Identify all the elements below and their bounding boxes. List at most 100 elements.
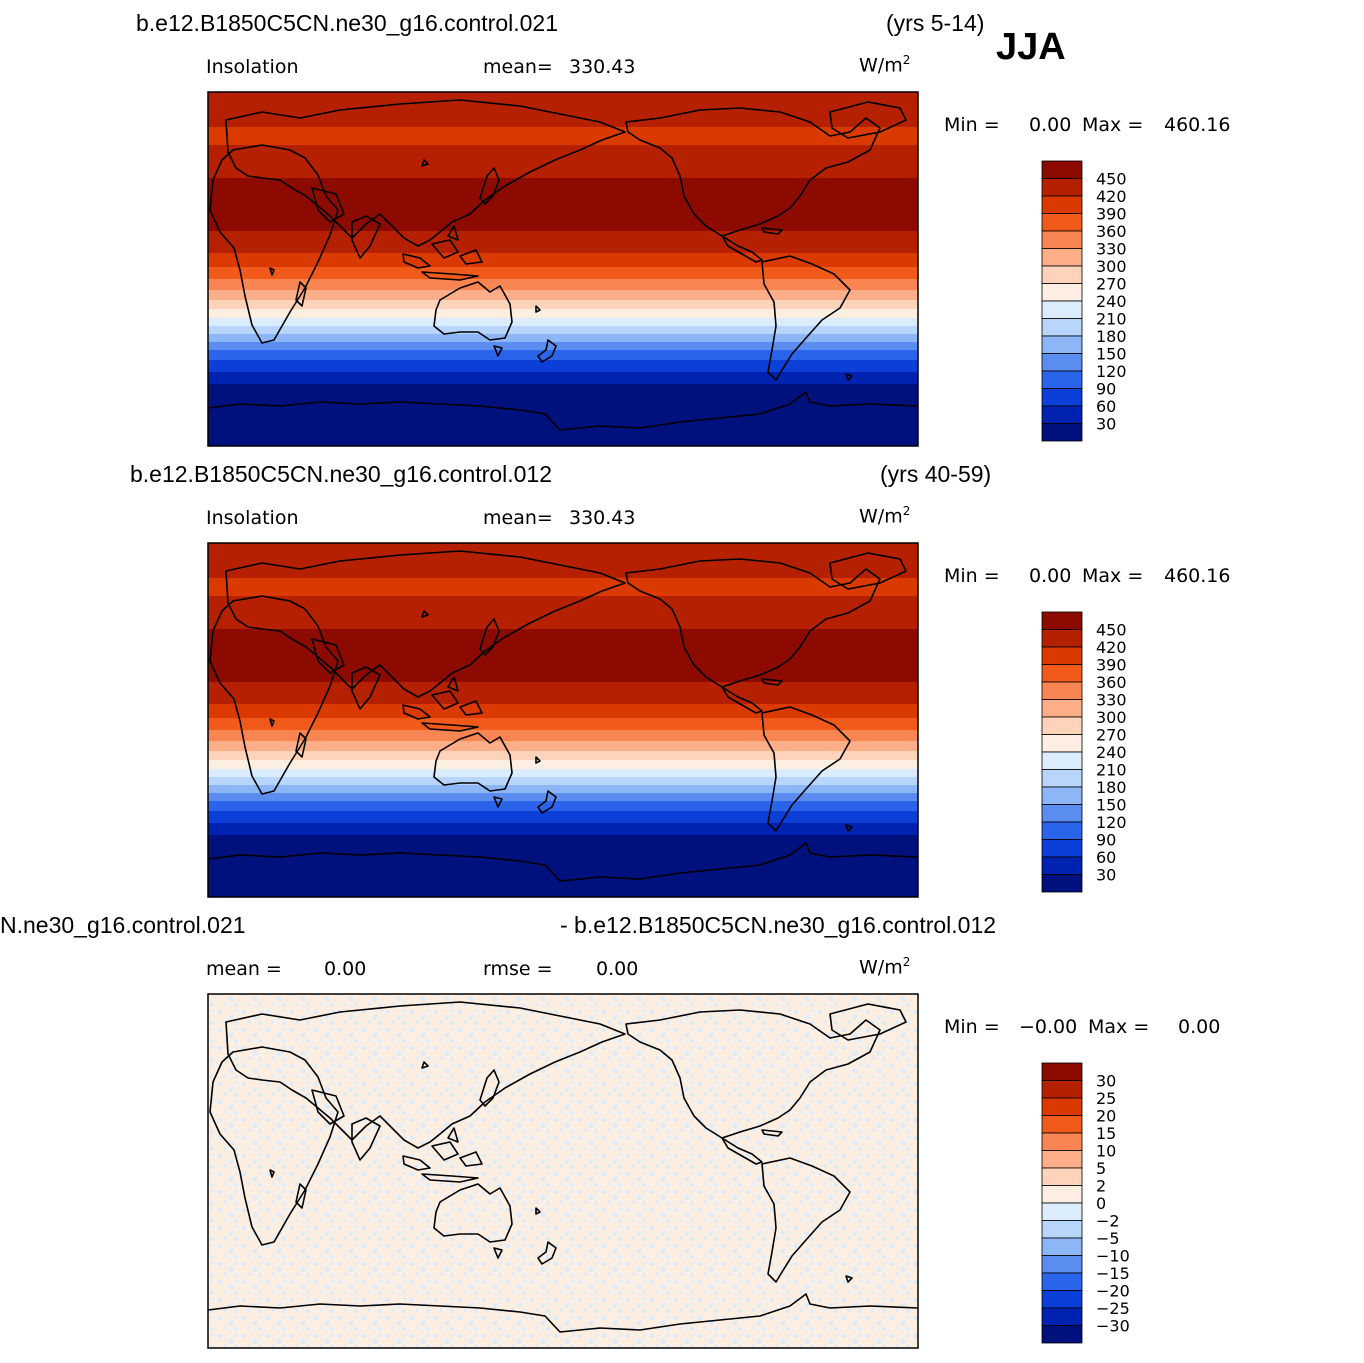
panel3-rmse-label: rmse =	[483, 958, 553, 980]
colorbar-box	[1041, 405, 1083, 424]
panel2-min-label: Min =	[944, 565, 1000, 587]
colorbar-label: −20	[1096, 1282, 1130, 1301]
colorbar-label: 90	[1096, 380, 1116, 399]
insolation-band	[208, 231, 918, 254]
colorbar-box	[1041, 318, 1083, 337]
panel3-max-value: 0.00	[1178, 1016, 1221, 1038]
colorbar-label: 270	[1096, 726, 1127, 745]
colorbar-box	[1041, 716, 1083, 735]
panel2-map	[208, 543, 918, 897]
colorbar-box	[1041, 283, 1083, 302]
insolation-band	[208, 835, 918, 897]
colorbar-box	[1041, 699, 1083, 718]
colorbar-label: 120	[1096, 813, 1127, 832]
colorbar-label: 90	[1096, 831, 1116, 850]
insolation-band	[208, 801, 918, 812]
colorbar-box	[1041, 821, 1083, 840]
panel3-map	[208, 994, 918, 1348]
colorbar-label: 420	[1096, 187, 1127, 206]
colorbar-box	[1041, 681, 1083, 700]
insolation-band	[208, 92, 918, 128]
colorbar-label: −25	[1096, 1299, 1130, 1318]
panel2-units: W/m2	[859, 504, 911, 528]
insolation-band	[208, 326, 918, 335]
insolation-band	[208, 718, 918, 731]
insolation-band	[208, 267, 918, 280]
colorbar-label: 30	[1096, 1072, 1116, 1091]
colorbar-label: 30	[1096, 415, 1116, 434]
insolation-band	[208, 360, 918, 373]
insolation-band	[208, 334, 918, 343]
colorbar-box	[1041, 370, 1083, 389]
colorbar-label: 360	[1096, 673, 1127, 692]
panel3-units: W/m2	[859, 955, 911, 979]
colorbar-label: 180	[1096, 778, 1127, 797]
colorbar-box	[1041, 1255, 1083, 1274]
colorbar-box	[1041, 265, 1083, 284]
panel3-mean-value: 0.00	[324, 958, 367, 980]
insolation-band	[208, 178, 918, 232]
colorbar-label: 25	[1096, 1089, 1116, 1108]
insolation-band	[208, 741, 918, 752]
panel3-min-label: Min =	[944, 1016, 1000, 1038]
panel2-case-title: b.e12.B1850C5CN.ne30_g16.control.012	[130, 461, 552, 487]
colorbar-box	[1041, 160, 1083, 179]
panel1-colorbar: 4504203903603303002702402101801501209060…	[1041, 160, 1127, 442]
panel2-colorbar: 4504203903603303002702402101801501209060…	[1041, 611, 1127, 893]
panel3-rmse-value: 0.00	[596, 958, 639, 980]
colorbar-label: 300	[1096, 708, 1127, 727]
colorbar-box	[1041, 1202, 1083, 1221]
colorbar-box	[1041, 734, 1083, 753]
colorbar-box	[1041, 388, 1083, 407]
colorbar-box	[1041, 195, 1083, 214]
insolation-band	[208, 253, 918, 268]
insolation-band	[208, 279, 918, 291]
insolation-band	[208, 342, 918, 351]
colorbar-box	[1041, 248, 1083, 267]
colorbar-box	[1041, 1167, 1083, 1186]
panel1-min-value: 0.00	[1029, 114, 1072, 136]
colorbar-box	[1041, 178, 1083, 197]
colorbar-box	[1041, 804, 1083, 823]
colorbar-label: −10	[1096, 1247, 1130, 1266]
insolation-band	[208, 730, 918, 742]
insolation-band	[208, 682, 918, 705]
panel3-map-frame	[207, 993, 919, 1349]
insolation-band	[208, 769, 918, 778]
insolation-band	[208, 760, 918, 770]
panel3-max-label: Max =	[1088, 1016, 1150, 1038]
colorbar-box	[1041, 213, 1083, 232]
colorbar-label: 360	[1096, 222, 1127, 241]
panel2-field-label: Insolation	[206, 507, 299, 529]
insolation-band	[208, 543, 918, 579]
colorbar-box	[1041, 300, 1083, 319]
colorbar-label: 390	[1096, 205, 1127, 224]
panel3-min-value: −0.00	[1019, 1016, 1078, 1038]
colorbar-label: −15	[1096, 1264, 1130, 1283]
insolation-band	[208, 777, 918, 786]
panel1-years: (yrs 5-14)	[886, 10, 985, 36]
colorbar-label: 240	[1096, 743, 1127, 762]
panel2-mean-label: mean=	[483, 507, 553, 529]
colorbar-box	[1041, 230, 1083, 249]
colorbar-box	[1041, 611, 1083, 630]
panel1-map	[208, 92, 918, 446]
colorbar-label: 450	[1096, 170, 1127, 189]
colorbar-label: 60	[1096, 397, 1116, 416]
insolation-band	[208, 793, 918, 802]
colorbar-label: 270	[1096, 275, 1127, 294]
colorbar-label: 5	[1096, 1159, 1106, 1178]
colorbar-box	[1041, 1272, 1083, 1291]
insolation-band	[208, 384, 918, 446]
colorbar-label: 420	[1096, 638, 1127, 657]
panel3-mean-label: mean =	[206, 958, 282, 980]
insolation-band	[208, 300, 918, 310]
panel1-mean-value: 330.43	[569, 56, 636, 78]
colorbar-label: 15	[1096, 1124, 1116, 1143]
colorbar-label: 30	[1096, 866, 1116, 885]
panel1-units: W/m2	[859, 53, 911, 77]
colorbar-box	[1041, 1307, 1083, 1326]
colorbar-label: 450	[1096, 621, 1127, 640]
colorbar-box	[1041, 1097, 1083, 1116]
